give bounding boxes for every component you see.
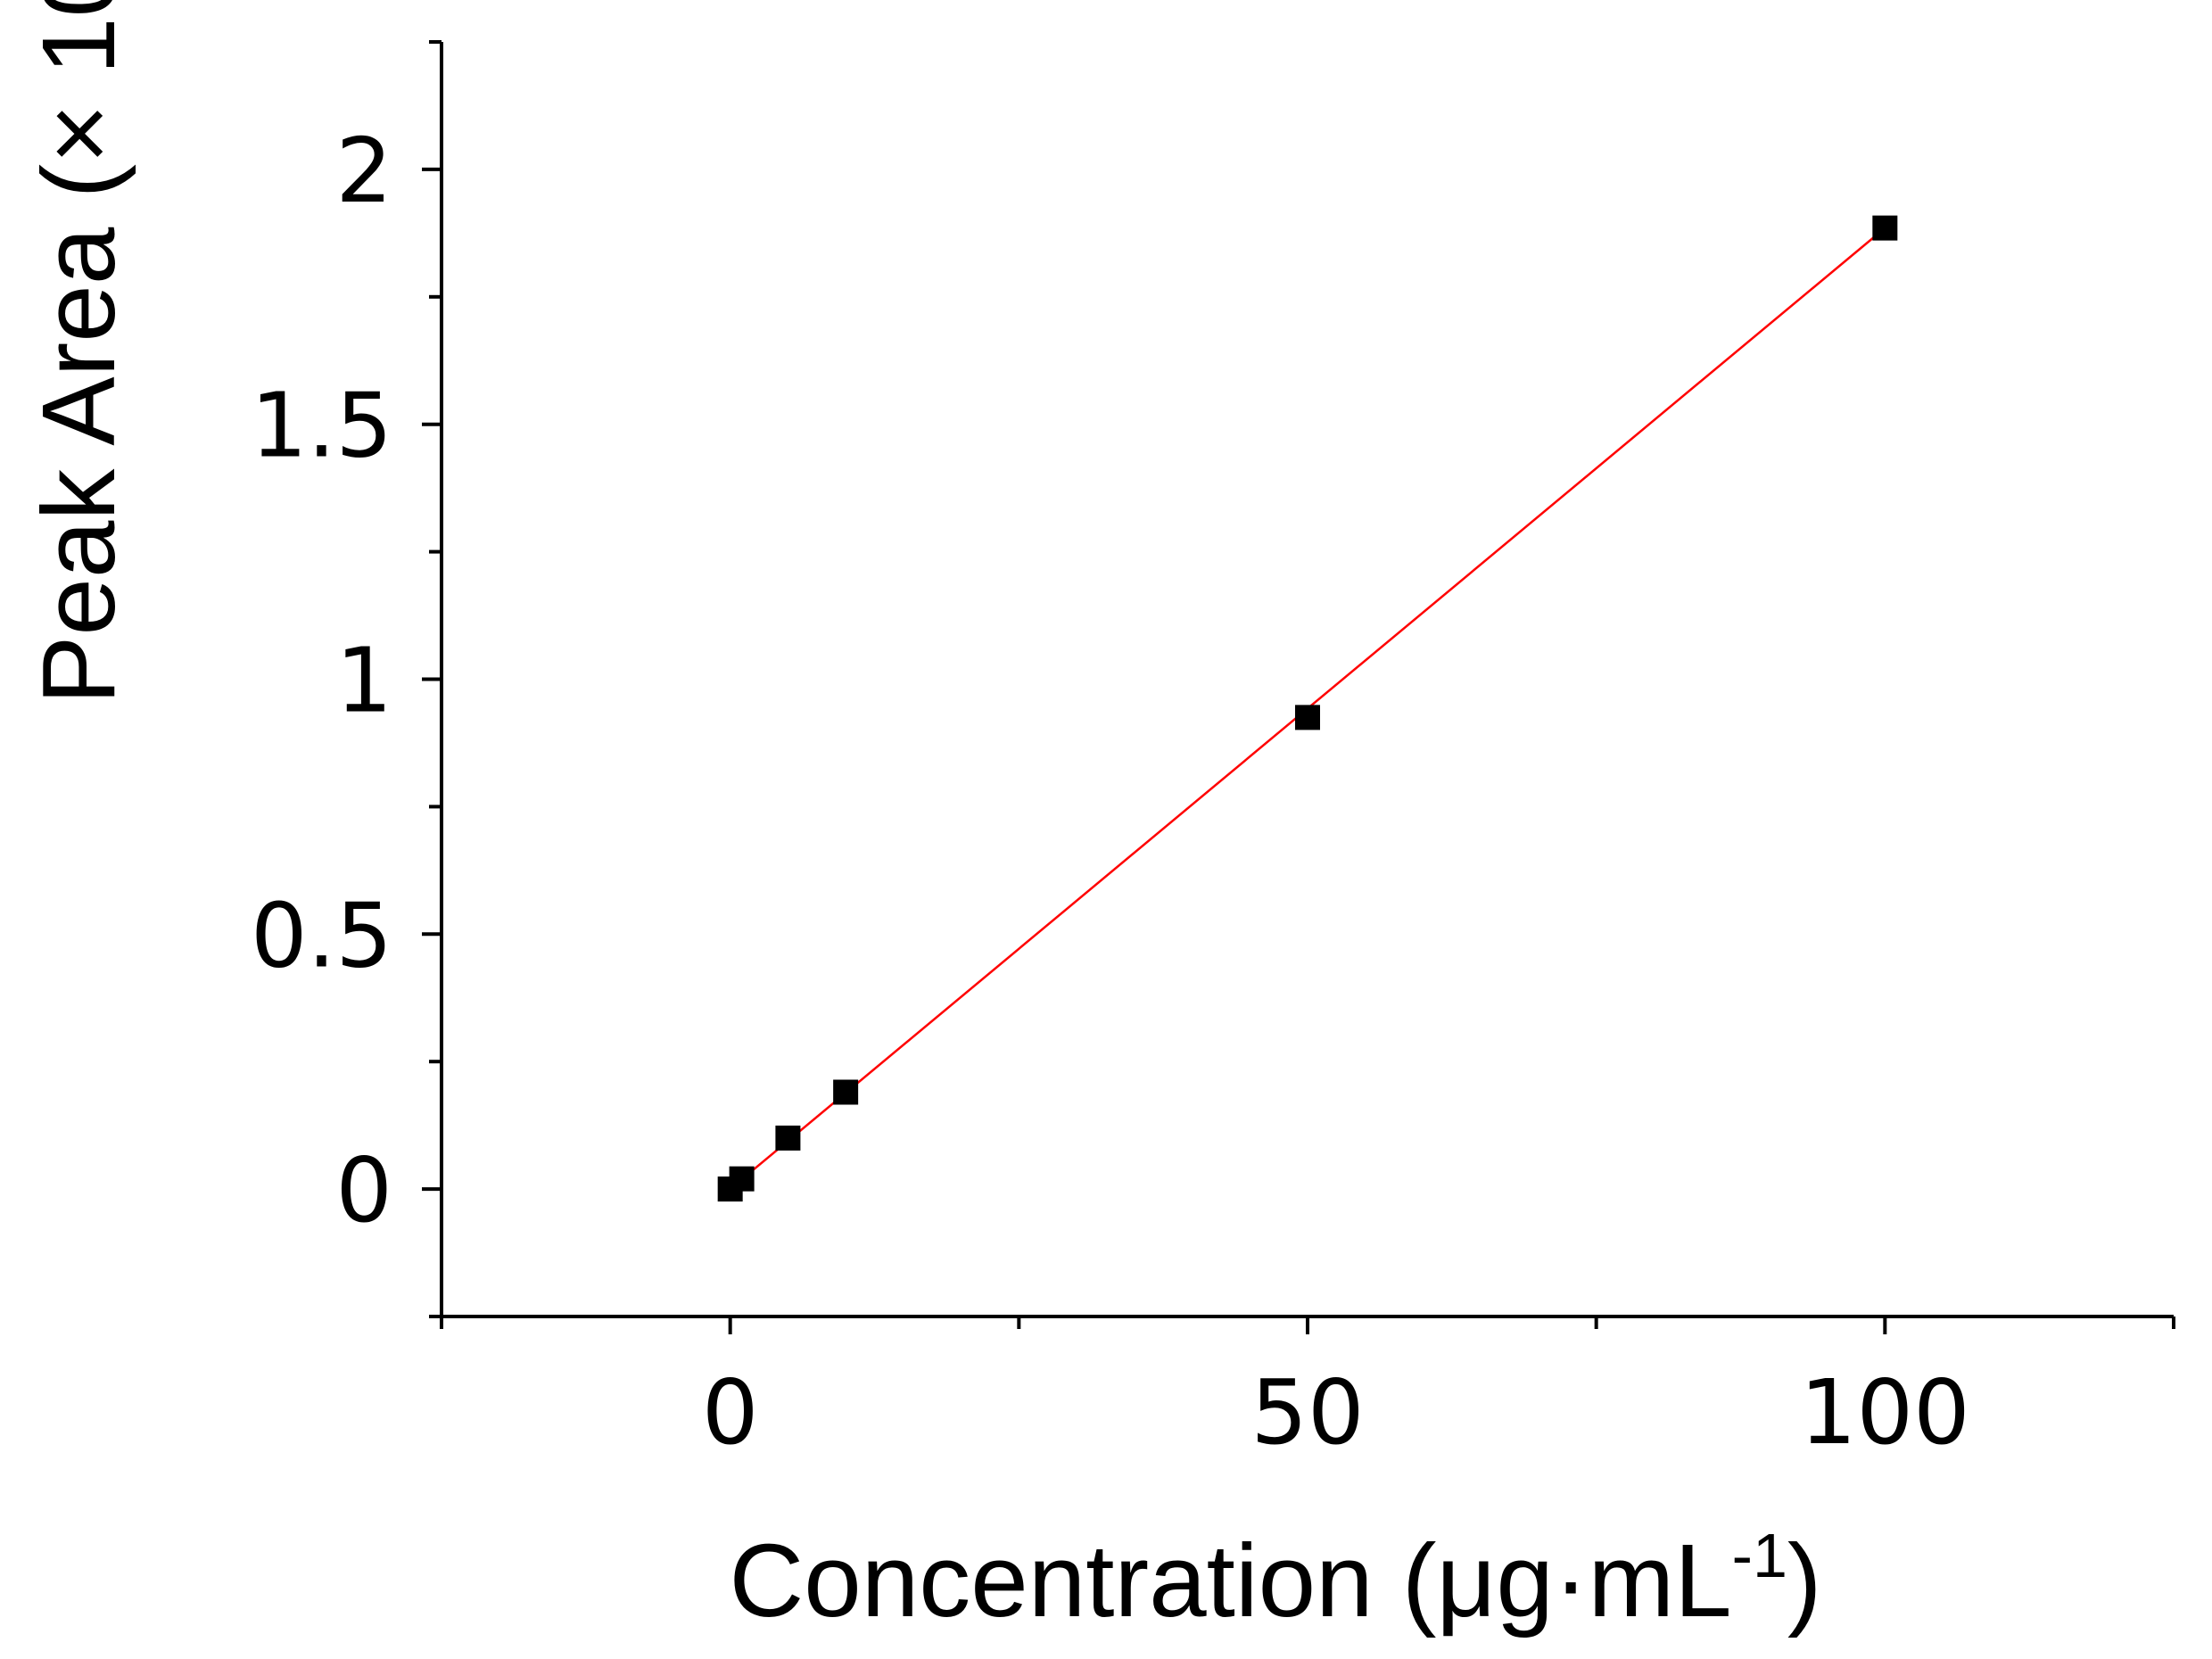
x-tick-label: 50 xyxy=(1250,1360,1364,1465)
data-points xyxy=(717,215,1898,1202)
data-point xyxy=(1295,705,1320,730)
ticks xyxy=(422,40,2175,1334)
y-tick-label: 0.5 xyxy=(251,883,392,987)
y-axis-title-main: Peak Area (× 10 xyxy=(21,0,136,705)
y-axis-title: Peak Area (× 107) xyxy=(19,0,136,705)
x-axis-title-main: Concentration (μg·mL xyxy=(729,1523,1731,1638)
data-point xyxy=(729,1166,755,1192)
x-axis-title: Concentration (μg·mL-1) xyxy=(729,1521,1821,1638)
y-tick-label: 2 xyxy=(335,119,392,223)
axes xyxy=(440,42,2174,1318)
x-axis-title-sup: -1 xyxy=(1732,1521,1787,1590)
x-axis-title-tail: ) xyxy=(1787,1523,1822,1638)
x-tick-label: 100 xyxy=(1800,1360,1970,1465)
y-tick-label: 1.5 xyxy=(251,374,392,478)
y-tick-label: 0 xyxy=(335,1138,392,1242)
tick-labels: 0 0.5 1 1.5 2 0 50 100 xyxy=(251,119,1970,1465)
y-tick-label: 1 xyxy=(335,629,392,733)
data-point xyxy=(1872,215,1898,241)
data-point xyxy=(833,1079,859,1105)
data-point xyxy=(775,1125,801,1151)
x-tick-label: 0 xyxy=(702,1360,759,1465)
